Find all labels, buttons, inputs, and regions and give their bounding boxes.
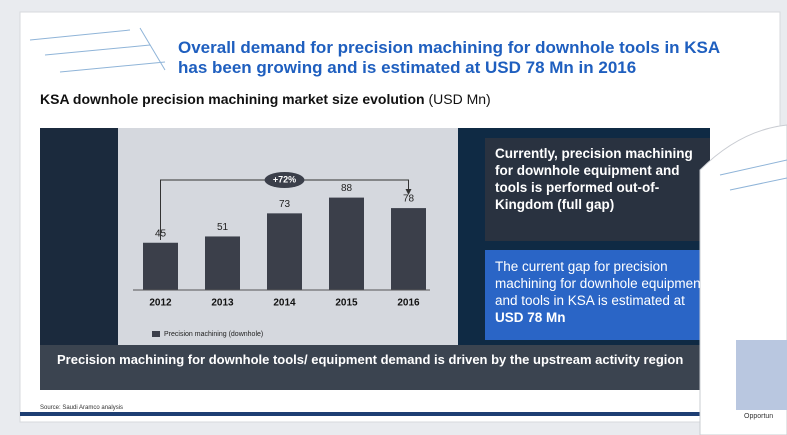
subtitle-unit: (USD Mn) <box>428 91 491 107</box>
title-line: has been growing and is estimated at USD… <box>178 58 637 77</box>
x-tick-label: 2013 <box>211 298 234 309</box>
gap-estimate-box: The current gap for precision machining … <box>495 258 705 326</box>
growth-arrowhead <box>405 189 412 195</box>
bar <box>267 213 302 290</box>
bar <box>391 208 426 290</box>
gap-box: Currently, precision machining for downh… <box>495 146 693 212</box>
bar-value-label: 78 <box>403 194 415 205</box>
banner: Precision machining for downhole tools/ … <box>57 352 684 367</box>
title-line: Overall demand for precision machining f… <box>178 38 721 57</box>
source: Source: Saudi Aramco analysis <box>40 405 124 411</box>
x-tick-label: 2016 <box>397 298 420 309</box>
bar-value-label: 51 <box>217 222 229 233</box>
next-slide-text: Opportun <box>744 413 774 420</box>
x-tick-label: 2015 <box>335 298 358 309</box>
legend-label: Precision machining (downhole) <box>164 331 263 338</box>
bar-value-label: 88 <box>341 183 353 194</box>
x-tick-label: 2014 <box>273 298 296 309</box>
growth-badge <box>264 172 305 188</box>
subtitle-text: KSA downhole precision machining market … <box>40 91 425 107</box>
subtitle: KSA downhole precision machining market … <box>40 91 491 107</box>
growth-label: +72% <box>273 174 296 184</box>
slide-title: Overall demand for precision machining f… <box>178 38 720 78</box>
bar <box>143 242 178 290</box>
bar <box>329 197 364 290</box>
bar-value-label: 73 <box>279 199 291 210</box>
bar <box>205 236 240 290</box>
legend-swatch <box>152 331 160 337</box>
gap-estimate-text: The current gap for precision machining … <box>495 259 705 308</box>
gap-estimate-value: USD 78 Mn <box>495 310 566 325</box>
x-tick-label: 2012 <box>149 298 172 309</box>
